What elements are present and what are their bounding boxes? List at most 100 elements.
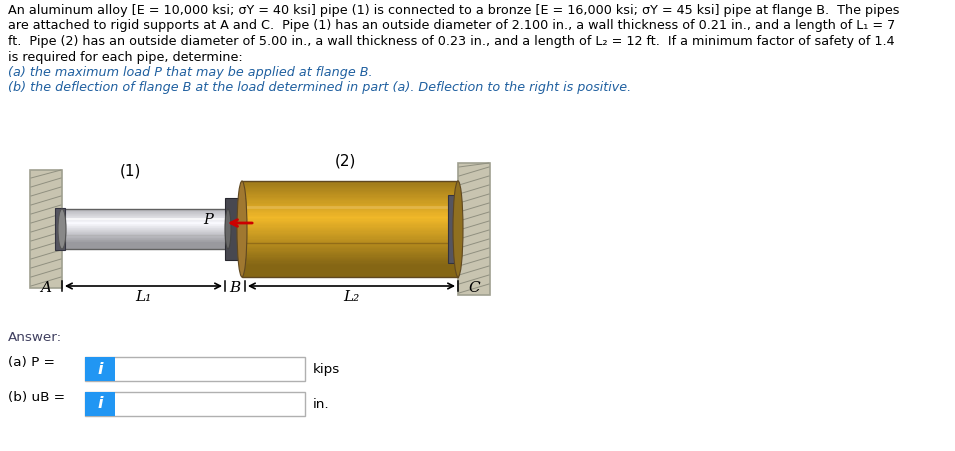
Text: (1): (1) [119, 164, 140, 179]
Bar [30, 170, 62, 288]
Text: i: i [97, 396, 103, 411]
Bar [242, 184, 458, 186]
Bar [242, 252, 458, 253]
Text: kips: kips [313, 363, 340, 376]
Bar [62, 223, 228, 224]
Bar [242, 241, 458, 242]
Bar [62, 217, 228, 218]
Text: ft.  Pipe (2) has an outside diameter of 5.00 in., a wall thickness of 0.23 in.,: ft. Pipe (2) has an outside diameter of … [8, 35, 895, 48]
Bar [242, 267, 458, 269]
Ellipse shape [237, 181, 247, 277]
Bar [242, 231, 458, 233]
Bar [62, 241, 228, 242]
Bar [62, 237, 228, 238]
Text: (2): (2) [334, 154, 355, 169]
Ellipse shape [453, 181, 463, 277]
Text: P: P [203, 213, 213, 227]
Bar [242, 224, 458, 226]
Bar [242, 216, 458, 217]
Bar [242, 219, 458, 221]
Bar [242, 223, 458, 224]
Bar [62, 229, 228, 230]
Bar [242, 197, 458, 198]
Bar [242, 181, 458, 182]
Bar [62, 220, 228, 221]
Bar [242, 189, 458, 191]
Bar [242, 254, 458, 255]
Text: (a) P =: (a) P = [8, 356, 59, 369]
Text: L₁: L₁ [136, 290, 152, 304]
Bar [458, 163, 490, 295]
Bar [62, 225, 228, 226]
Bar [62, 222, 228, 223]
Bar [242, 191, 458, 192]
Bar [62, 221, 228, 222]
Bar [62, 234, 228, 235]
Bar [62, 212, 228, 213]
Bar [242, 270, 458, 271]
Bar [62, 219, 228, 220]
Bar [242, 247, 458, 248]
Ellipse shape [58, 209, 66, 249]
Bar [242, 264, 458, 265]
Bar [242, 240, 458, 241]
Bar [242, 221, 458, 222]
Bar [62, 210, 228, 211]
Bar [242, 235, 458, 236]
Text: i: i [97, 362, 103, 377]
Bar [62, 238, 228, 239]
Bar [242, 251, 458, 252]
Bar [242, 211, 458, 212]
Bar [62, 216, 228, 217]
Bar [62, 235, 228, 236]
Bar [85, 357, 305, 381]
Bar [242, 259, 458, 260]
Bar [62, 246, 228, 247]
Bar [62, 240, 228, 241]
Bar [242, 275, 458, 276]
Bar [62, 209, 228, 249]
Bar [242, 200, 458, 202]
Bar [242, 195, 458, 197]
Bar [242, 229, 458, 230]
Bar [62, 232, 228, 233]
Bar [242, 237, 458, 239]
Bar [242, 199, 458, 200]
Text: An aluminum alloy [E = 10,000 ksi; σY = 40 ksi] pipe (1) is connected to a bronz: An aluminum alloy [E = 10,000 ksi; σY = … [8, 4, 900, 17]
Text: (a) the maximum load P that may be applied at flange B.: (a) the maximum load P that may be appli… [8, 66, 372, 79]
Bar [242, 244, 458, 246]
Text: (b) uB =: (b) uB = [8, 391, 70, 404]
Text: are attached to rigid supports at A and C.  Pipe (1) has an outside diameter of : are attached to rigid supports at A and … [8, 19, 895, 32]
Bar [242, 206, 458, 207]
Bar [242, 271, 458, 272]
Bar [242, 269, 458, 270]
Text: is required for each pipe, determine:: is required for each pipe, determine: [8, 51, 243, 64]
Bar [62, 248, 228, 249]
Bar [448, 195, 460, 263]
Bar [242, 246, 458, 247]
Bar [242, 210, 458, 211]
Bar [242, 202, 458, 204]
Text: in.: in. [313, 397, 329, 410]
Bar [242, 194, 458, 195]
Bar [242, 226, 458, 228]
Bar [242, 276, 458, 277]
Text: C: C [468, 281, 479, 295]
Bar [242, 204, 458, 205]
Bar [62, 233, 228, 234]
Bar [242, 233, 458, 234]
Bar [62, 218, 228, 219]
Bar [62, 215, 228, 216]
Bar [62, 226, 228, 227]
Bar [62, 230, 228, 231]
Text: Answer:: Answer: [8, 331, 62, 344]
Bar [55, 208, 65, 250]
Bar [225, 198, 245, 260]
Bar [242, 272, 458, 273]
Bar [242, 265, 458, 266]
Bar [85, 392, 115, 416]
Text: (b) the deflection of flange B at the load determined in part (a). Deflection to: (b) the deflection of flange B at the lo… [8, 82, 631, 95]
Bar [242, 217, 458, 218]
Bar [242, 193, 458, 194]
Bar [62, 228, 228, 229]
